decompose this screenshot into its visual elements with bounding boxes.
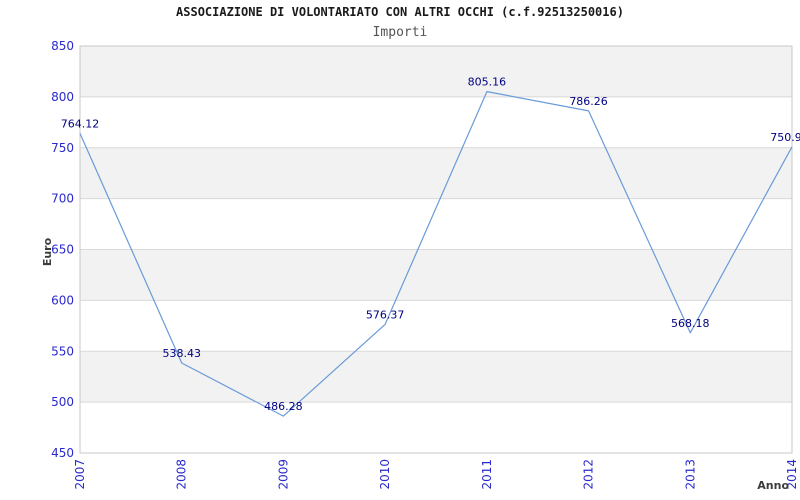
- point-label: 576.37: [366, 308, 405, 321]
- point-label: 750.9: [770, 131, 800, 144]
- point-label: 786.26: [569, 95, 608, 108]
- y-tick-label: 750: [51, 141, 74, 155]
- y-tick-label: 450: [51, 446, 74, 460]
- plot-band: [80, 249, 792, 301]
- y-tick-label: 600: [51, 293, 74, 307]
- x-tick-label: 2010: [378, 459, 392, 490]
- x-tick-label: 2007: [73, 459, 87, 490]
- plot-band: [80, 147, 792, 199]
- plot-band: [80, 351, 792, 403]
- x-tick-label: 2008: [175, 459, 189, 490]
- series-line: [79, 90, 793, 417]
- x-tick-label: 2013: [683, 459, 697, 490]
- y-axis-title: Euro: [41, 237, 54, 266]
- point-label: 764.12: [61, 117, 100, 130]
- x-axis-title: Anno: [757, 479, 789, 492]
- x-tick-label: 2014: [785, 459, 799, 490]
- point-label: 568.18: [671, 317, 710, 330]
- point-label: 805.16: [468, 76, 507, 89]
- chart-subtitle: Importi: [372, 25, 428, 40]
- x-tick-label: 2009: [276, 459, 290, 490]
- chart-title: ASSOCIAZIONE DI VOLONTARIATO CON ALTRI O…: [176, 5, 624, 19]
- plot-border: [79, 45, 793, 454]
- y-tick-label: 850: [51, 39, 74, 53]
- x-tick-label: 2012: [582, 459, 596, 490]
- y-tick-label: 500: [51, 395, 74, 409]
- y-tick-label: 650: [51, 243, 74, 257]
- x-tick-label: 2011: [480, 459, 494, 490]
- y-tick-label: 550: [51, 344, 74, 358]
- plot-band: [80, 46, 792, 97]
- point-label: 486.28: [264, 400, 303, 413]
- y-tick-label: 800: [51, 90, 74, 104]
- point-label: 538.43: [162, 347, 201, 360]
- y-tick-label: 700: [51, 192, 74, 206]
